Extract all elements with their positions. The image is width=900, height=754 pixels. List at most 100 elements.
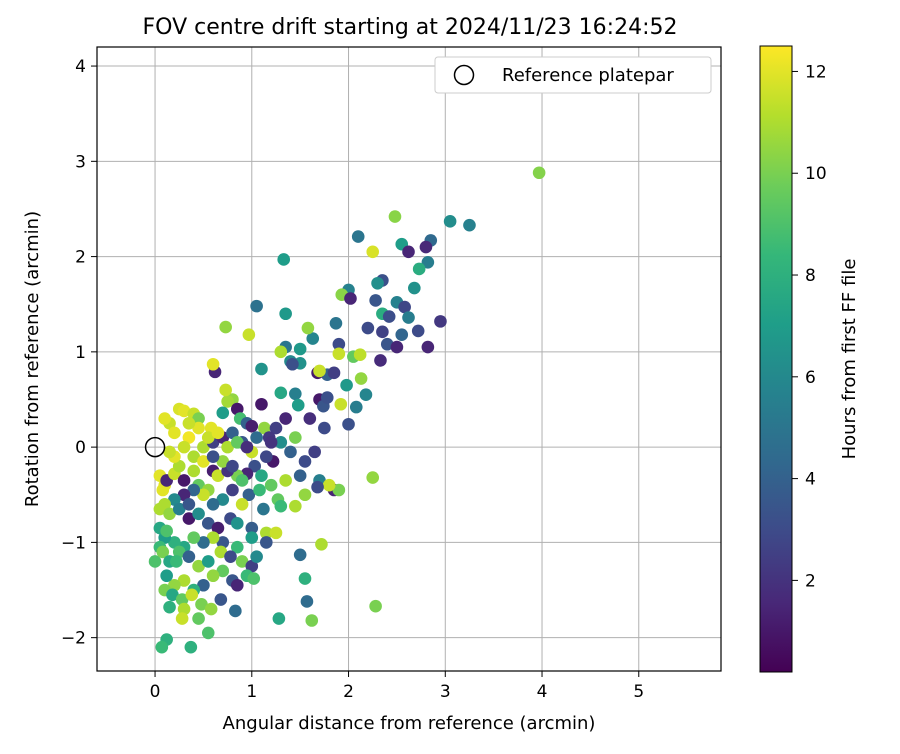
scatter-point xyxy=(172,545,186,559)
scatter-point xyxy=(214,593,228,606)
scatter-point xyxy=(168,493,181,506)
scatter-point xyxy=(291,398,305,412)
scatter-point xyxy=(353,348,367,362)
scatter-point xyxy=(166,588,179,602)
scatter-point xyxy=(390,340,404,354)
scatter-point xyxy=(170,555,183,568)
colorbar-tick-label: 2 xyxy=(805,571,816,591)
scatter-point xyxy=(274,386,288,400)
y-axis-ticks: −2 −1 0 1 2 3 4 xyxy=(61,57,97,649)
scatter-point xyxy=(201,555,215,568)
scatter-point xyxy=(242,328,256,342)
scatter-point xyxy=(172,502,186,516)
scatter-point xyxy=(226,459,239,473)
scatter-point xyxy=(230,436,244,449)
scatter-point xyxy=(289,387,302,401)
scatter-point xyxy=(255,469,268,483)
scatter-point xyxy=(298,455,312,468)
scatter-point xyxy=(264,436,278,449)
scatter-point xyxy=(156,483,170,497)
scatter-point xyxy=(382,310,396,323)
scatter-point xyxy=(332,483,346,497)
scatter-point xyxy=(303,412,317,425)
scatter-point xyxy=(226,483,239,497)
scatter-point xyxy=(168,426,181,440)
scatter-point xyxy=(300,595,314,608)
scatter-point xyxy=(374,354,387,367)
scatter-point xyxy=(177,602,191,616)
scatter-point xyxy=(172,459,186,473)
scatter-point xyxy=(245,531,259,544)
y-tick-label: −1 xyxy=(61,533,86,553)
colorbar-ticks: 2 4 6 8 10 12 xyxy=(792,62,827,591)
scatter-point xyxy=(204,602,218,616)
scatter-point xyxy=(182,550,196,563)
scatter-point xyxy=(230,540,244,554)
scatter-point xyxy=(219,320,232,334)
scatter-point xyxy=(245,521,259,535)
scatter-point xyxy=(532,166,546,180)
scatter-point xyxy=(279,474,292,487)
reference-marker xyxy=(144,436,166,458)
scatter-point xyxy=(322,478,336,492)
scatter-point xyxy=(245,559,259,573)
scatter-point xyxy=(235,474,249,487)
scatter-point xyxy=(408,281,421,295)
scatter-point xyxy=(421,340,435,354)
scatter-point xyxy=(286,357,299,371)
scatter-point xyxy=(264,478,278,492)
scatter-point xyxy=(206,357,220,371)
colorbar-tick-label: 4 xyxy=(805,470,816,490)
x-tick-label: 1 xyxy=(246,682,257,702)
scatter-point xyxy=(369,599,382,613)
scatter-point xyxy=(242,488,256,502)
scatter-point xyxy=(197,536,210,549)
scatter-point xyxy=(269,421,283,435)
legend-marker-reference xyxy=(453,64,475,86)
scatter-point xyxy=(216,455,230,468)
legend-box xyxy=(434,56,712,94)
scatter-point xyxy=(245,419,259,433)
scatter-point xyxy=(197,455,210,468)
scatter-point xyxy=(258,421,271,435)
scatter-point xyxy=(211,426,225,440)
scatter-point xyxy=(192,412,205,425)
scatter-point xyxy=(250,299,263,313)
scatter-point xyxy=(411,324,425,338)
colorbar-tick-label: 12 xyxy=(805,62,827,82)
scatter-point xyxy=(269,526,283,540)
scatter-point xyxy=(201,431,215,444)
scatter-point xyxy=(342,417,355,431)
scatter-point xyxy=(315,537,328,551)
scatter-point xyxy=(182,497,196,511)
x-tick-label: 0 xyxy=(150,682,161,702)
scatter-point xyxy=(398,300,411,314)
scatter-point xyxy=(248,459,261,473)
grid-lines xyxy=(97,47,721,671)
scatter-point xyxy=(197,578,210,592)
scatter-point xyxy=(250,431,263,444)
scatter-point xyxy=(289,499,302,513)
scatter-point xyxy=(421,256,435,269)
scatter-point xyxy=(211,521,225,535)
scatter-point xyxy=(402,311,415,324)
scatter-point xyxy=(201,517,215,530)
scatter-point xyxy=(274,499,288,513)
scatter-point xyxy=(229,604,242,618)
scatter-point xyxy=(253,483,266,497)
scatter-point xyxy=(284,445,297,459)
scatter-point xyxy=(293,548,307,562)
scatter-point xyxy=(380,337,394,351)
scatter-point xyxy=(305,614,319,627)
y-axis-label: Rotation from reference (arcmin) xyxy=(22,211,43,507)
scatter-point xyxy=(354,372,368,385)
chart-title: FOV centre drift starting at 2024/11/23 … xyxy=(143,15,678,40)
scatter-point xyxy=(351,230,365,243)
scatter-point xyxy=(260,450,273,463)
colorbar-tick-label: 8 xyxy=(805,266,816,286)
reference-platepar-point xyxy=(144,436,166,458)
scatter-point xyxy=(349,400,363,414)
scatter-point xyxy=(371,276,384,290)
scatter-point xyxy=(156,545,170,559)
